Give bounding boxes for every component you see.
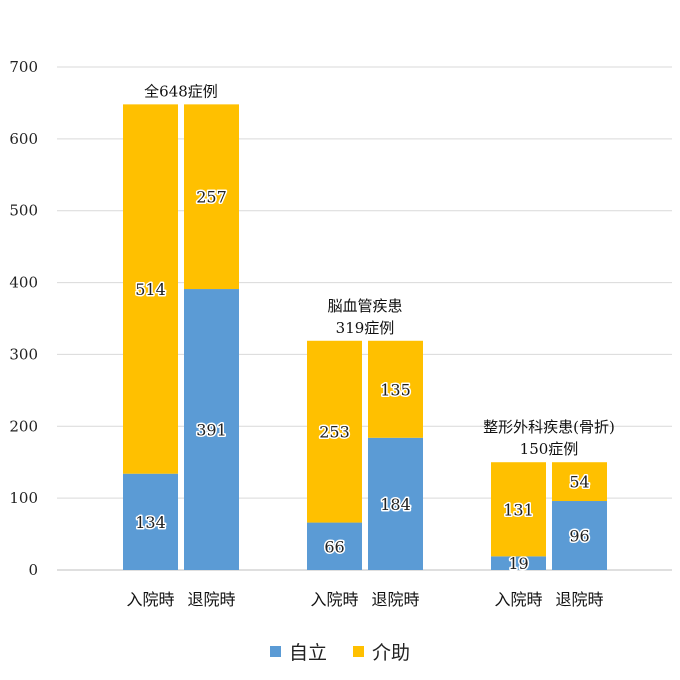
data-label-g2-b0-s0: 19 [508, 554, 528, 573]
legend-item-kaijo: 介助 [353, 638, 410, 665]
y-tick-label-500: 500 [9, 202, 38, 220]
data-label-g0-b0-s0: 134 [135, 513, 166, 532]
y-tick-label-400: 400 [9, 274, 38, 292]
group-title-g1-line1: 319症例 [336, 319, 395, 337]
bar-segment-g0-b1-s0 [184, 289, 239, 570]
data-label-g1-b0-s0: 66 [324, 537, 344, 556]
category-label-g1-b1: 退院時 [371, 590, 419, 609]
y-tick-label-100: 100 [9, 489, 38, 507]
category-label-g1-b0: 入院時 [310, 590, 358, 609]
data-label-g2-b1-s1: 54 [569, 473, 589, 492]
stacked-bar-chart: 0 100 200 300 400 500 600 700 134 514 入院時 391 257 退院時… [9, 58, 672, 609]
data-label-g1-b0-s1: 253 [319, 423, 350, 442]
legend-swatch-kaijo [353, 646, 364, 657]
bar-segment-g2-b1-s1 [552, 462, 607, 502]
category-label-g0-b0: 入院時 [126, 590, 174, 609]
bar-segment-g0-b1-s1 [184, 104, 239, 290]
data-label-g0-b1-s1: 257 [196, 188, 227, 207]
y-tick-label-200: 200 [9, 417, 38, 435]
y-tick-label-700: 700 [9, 58, 38, 76]
bar-segment-g1-b1-s0 [368, 437, 423, 570]
data-label-g2-b1-s0: 96 [569, 527, 589, 546]
bar-segment-g1-b1-s1 [368, 340, 423, 438]
bar-segment-g1-b0-s0 [307, 522, 362, 570]
y-tick-label-300: 300 [9, 345, 38, 363]
legend: 自立 介助 [0, 638, 680, 665]
category-label-g2-b1: 退院時 [555, 590, 603, 609]
legend-label-kaijo: 介助 [372, 642, 411, 664]
data-label-g1-b1-s1: 135 [380, 380, 411, 399]
y-tick-label-0: 0 [28, 561, 38, 579]
bar-segment-g2-b0-s0 [491, 556, 546, 570]
group-title-g2-line1: 150症例 [520, 440, 579, 458]
data-label-g2-b0-s1: 131 [503, 500, 534, 519]
group-title-g0-line0: 全648症例 [144, 82, 218, 100]
y-tick-label-600: 600 [9, 130, 38, 148]
data-label-g0-b1-s0: 391 [196, 421, 227, 440]
group-title-g1-line0: 脳血管疾患 [327, 297, 402, 315]
data-label-g0-b0-s1: 514 [135, 280, 166, 299]
bar-segment-g2-b1-s0 [552, 501, 607, 570]
bar-segment-g2-b0-s1 [491, 462, 546, 557]
legend-swatch-jiritsu [269, 646, 281, 657]
bar-segment-g0-b0-s1 [123, 104, 178, 474]
group-title-g2-line0: 整形外科疾患(骨折) [483, 418, 615, 436]
category-label-g2-b0: 入院時 [494, 590, 542, 609]
legend-label-jiritsu: 自立 [288, 642, 327, 664]
data-label-g1-b1-s0: 184 [380, 495, 411, 514]
bar-segment-g0-b0-s0 [123, 473, 178, 570]
category-label-g0-b1: 退院時 [187, 590, 235, 609]
legend-item-jiritsu: 自立 [269, 638, 327, 665]
bar-segment-g1-b0-s1 [307, 340, 362, 523]
